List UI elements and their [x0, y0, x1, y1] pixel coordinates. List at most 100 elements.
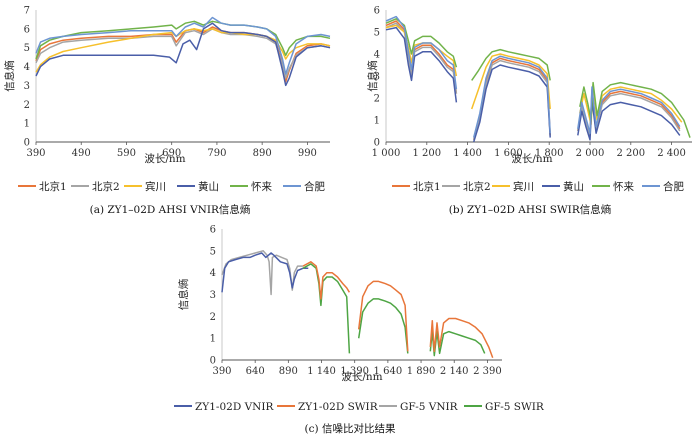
- series-line-合肥: [35, 16, 331, 75]
- legend-entry: ZY1-02D SWIR: [298, 401, 379, 413]
- x-tick-label: 1 800: [535, 148, 564, 159]
- x-tick-label: 390: [212, 366, 231, 377]
- series-line-北京1: [385, 20, 458, 94]
- y-tick-label: 1: [210, 334, 216, 345]
- x-tick-label: 1 200: [412, 148, 441, 159]
- series-line-怀来: [471, 48, 551, 81]
- legend-entry: 宾川: [513, 180, 534, 193]
- series-line-怀来: [35, 20, 331, 60]
- legend-entry: 北京1: [39, 180, 67, 193]
- series-line-黄山: [385, 26, 458, 103]
- x-tick-label: 1 140: [307, 366, 336, 377]
- legend-entry: 合肥: [304, 180, 325, 193]
- series-line-合肥: [577, 86, 681, 134]
- series-line-北京2: [577, 90, 681, 137]
- y-tick-label: 0: [374, 138, 380, 149]
- y-tick-label: 4: [24, 62, 30, 73]
- series-line-北京2: [472, 59, 551, 141]
- y-axis-label: 信息熵: [3, 60, 16, 92]
- y-tick-label: 1: [24, 119, 30, 130]
- legend-entry: 北京1: [413, 180, 441, 193]
- x-tick-label: 790: [207, 148, 226, 159]
- legend-entry: 北京2: [463, 180, 491, 193]
- x-tick-label: 2 140: [440, 366, 469, 377]
- legend-entry: GF-5 VNIR: [400, 401, 459, 413]
- series-line-宾川: [385, 24, 458, 77]
- series-line-宾川: [35, 28, 331, 73]
- x-tick-label: 690: [162, 148, 181, 159]
- series-line-宾川: [579, 84, 683, 126]
- y-tick-label: 7: [24, 6, 30, 17]
- legend-entry: 怀来: [613, 181, 634, 193]
- y-tick-label: 0: [24, 138, 30, 149]
- y-tick-label: 5: [374, 28, 380, 39]
- legend-entry: ZY1-02D VNIR: [195, 401, 274, 413]
- x-tick-label: 490: [72, 148, 91, 159]
- x-tick-label: 1 890: [407, 366, 436, 377]
- series-line-宾川: [470, 53, 551, 110]
- series-line-怀来: [385, 18, 458, 68]
- series-line-黄山: [35, 22, 331, 87]
- y-tick-label: 6: [210, 225, 216, 236]
- y-tick-label: 3: [24, 81, 30, 92]
- x-tick-label: 590: [117, 148, 136, 159]
- series-line-ZY1-02D SWIR: [429, 317, 494, 359]
- series-line-怀来: [579, 81, 691, 138]
- series-line-合肥: [385, 15, 458, 90]
- y-tick-label: 4: [374, 50, 380, 61]
- y-tick-label: 2: [24, 100, 30, 111]
- legend-entry: 北京2: [92, 180, 120, 193]
- series-line-ZY1-02D SWIR: [357, 280, 409, 352]
- x-tick-label: 1 600: [494, 148, 523, 159]
- x-tick-label: 1 000: [372, 148, 401, 159]
- y-tick-label: 6: [374, 6, 380, 17]
- x-tick-label: 1 400: [453, 148, 482, 159]
- y-tick-label: 4: [210, 268, 216, 279]
- legend-entry: 怀来: [251, 181, 272, 193]
- x-axis-label: 波长/nm: [144, 152, 185, 165]
- x-tick-label: 2 400: [657, 148, 686, 159]
- chart-a-vnir-entropy: 0 1 2 3 4 5 6 7 390 490 590 690 790 890 990 波长/nm 信息熵北京1…: [3, 6, 331, 216]
- y-tick-label: 1: [374, 116, 380, 127]
- x-tick-label: 890: [253, 148, 272, 159]
- y-tick-label: 0: [210, 356, 216, 367]
- legend-entry: 黄山: [563, 180, 584, 193]
- x-axis-label: 波长/nm: [341, 370, 382, 383]
- y-tick-label: 2: [210, 312, 216, 323]
- x-tick-label: 640: [246, 366, 265, 377]
- series-line-GF-5 SWIR: [357, 298, 409, 354]
- x-tick-label: 1 640: [374, 366, 403, 377]
- x-tick-label: 2 000: [576, 148, 605, 159]
- y-tick-label: 3: [210, 290, 216, 301]
- x-tick-label: 990: [298, 148, 317, 159]
- series-line-黄山: [472, 64, 551, 143]
- x-tick-label: 2 200: [616, 148, 645, 159]
- figure-caption: (a) ZY1–02D AHSI VNIR信息熵: [90, 203, 251, 216]
- legend-entry: 宾川: [145, 180, 166, 193]
- legend-entry: 黄山: [198, 180, 219, 193]
- chart-b-swir-entropy: 0 1 2 3 4 5 6 1 000 1 200 1 400 1 600 1 800 2 000 2 2…: [366, 6, 692, 216]
- series-line-ZY1-02D SWIR: [302, 261, 351, 300]
- series-line-GF-5 SWIR: [302, 263, 351, 354]
- legend-entry: GF-5 SWIR: [485, 401, 545, 413]
- y-tick-label: 5: [24, 43, 30, 54]
- y-axis-label: 信息熵: [366, 60, 379, 92]
- x-tick-label: 390: [26, 148, 45, 159]
- x-tick-label: 1 390: [340, 366, 369, 377]
- legend-entry: 合肥: [663, 180, 684, 193]
- x-tick-label: 2 390: [473, 366, 502, 377]
- series-line-GF-5 SWIR: [429, 330, 486, 357]
- series-line-北京1: [35, 26, 331, 83]
- series-line-GF-5 VNIR: [221, 250, 303, 296]
- series-line-黄山: [577, 99, 681, 141]
- x-tick-label: 890: [279, 366, 298, 377]
- y-tick-label: 5: [210, 246, 216, 257]
- y-tick-label: 2: [374, 94, 380, 105]
- y-tick-label: 6: [24, 24, 30, 35]
- series-line-合肥: [472, 55, 551, 138]
- x-axis-label: 波长/nm: [511, 152, 552, 165]
- series-line-ZY1-02D VNIR: [221, 252, 309, 293]
- chart-c-snr-comparison: 0 1 2 3 4 5 6 390 640 890 1 140 1 390 1 640 1 890 2 14…: [174, 225, 545, 435]
- y-tick-label: 3: [374, 72, 380, 83]
